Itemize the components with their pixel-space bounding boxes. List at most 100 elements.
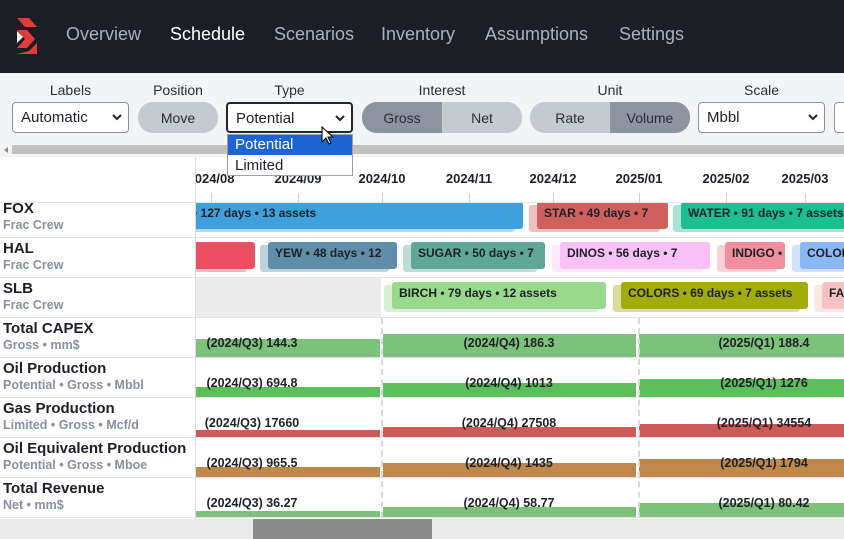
job-bar[interactable]: ERRY • 127 days • 13 assets <box>195 202 523 229</box>
nav-link-active[interactable]: Schedule <box>170 24 246 44</box>
month-label: 2024/11 <box>445 171 493 186</box>
interest-toggle: Gross Net <box>362 102 522 133</box>
quarter-divider <box>381 318 383 518</box>
job-bar[interactable]: STAR • 49 days • 7 <box>537 202 668 229</box>
nav-link[interactable]: Assumptions <box>485 24 589 44</box>
job-bar[interactable]: WATER • 91 days • 7 assets <box>681 202 844 229</box>
crew-role: Frac Crew <box>3 258 64 272</box>
labels-select[interactable]: Automatic <box>12 102 129 133</box>
metric-name: Oil Production <box>3 360 107 377</box>
job-bar[interactable]: INDIGO • <box>725 242 785 269</box>
month-label: 2024/08 <box>195 171 235 186</box>
metric-bar <box>639 379 844 397</box>
value-label: (2024/Q4) 27508 <box>461 416 557 430</box>
select-value: Potential <box>236 110 295 127</box>
metric-bar <box>639 334 844 357</box>
partial-control[interactable] <box>834 102 844 133</box>
metric-name: Total CAPEX <box>3 320 94 337</box>
metric-detail: Potential • Gross • Mbbl <box>3 378 144 392</box>
toggle-option-active[interactable]: Volume <box>610 102 690 133</box>
toggle-option-active[interactable]: Gross <box>362 102 442 133</box>
month-tick <box>726 193 727 203</box>
toolbar: Labels Automatic Position Move Type Pote… <box>0 73 844 143</box>
value-label: (2025/Q1) 34554 <box>716 416 812 430</box>
job-bar[interactable]: BIRCH • 79 days • 12 assets <box>392 282 606 309</box>
value-label: (2025/Q1) 188.4 <box>718 336 810 350</box>
top-nav: Overview Schedule Scenarios Inventory As… <box>0 0 844 73</box>
metric-detail: Net • mm$ <box>3 498 64 512</box>
month-tick <box>553 193 554 203</box>
scale-select[interactable]: Mbbl <box>698 102 825 133</box>
metric-bar <box>196 510 380 517</box>
lane: BIRCH • 79 days • 12 assets COLORS • 69 d… <box>195 278 844 318</box>
nav-link[interactable]: Inventory <box>381 24 456 44</box>
job-bar[interactable]: SUGAR • 50 days • 7 <box>411 242 545 269</box>
row-divider <box>0 517 844 518</box>
move-button[interactable]: Move <box>138 102 218 133</box>
metric-bar <box>383 462 636 477</box>
metric-bar <box>383 334 636 357</box>
metric-detail: Limited • Gross • Mcf/d <box>3 418 139 432</box>
button-text: Move <box>160 110 196 126</box>
toggle-option[interactable]: Net <box>471 110 493 126</box>
job-bar[interactable]: COLORS • 69 days • 7 assets <box>621 282 808 309</box>
month-tick <box>382 193 383 203</box>
metric-name: Total Revenue <box>3 480 105 497</box>
nav-link[interactable]: Scenarios <box>274 24 355 44</box>
control-label: Position <box>153 82 203 98</box>
schedule-grid: ERRY • 127 days • 13 assets STAR • 49 day… <box>0 157 844 519</box>
row-divider <box>0 237 844 238</box>
job-bar[interactable]: YEW • 48 days • 12 <box>268 242 397 269</box>
type-select[interactable]: Potential <box>226 102 353 133</box>
month-tick <box>805 193 806 203</box>
value-label: (2024/Q3) 17660 <box>204 416 300 430</box>
metric-detail: Potential • Gross • Mboe <box>3 458 148 472</box>
scroll-thumb[interactable] <box>253 519 432 539</box>
metric-bar <box>383 382 636 397</box>
toggle-option[interactable]: Rate <box>555 110 585 126</box>
select-value: Automatic <box>21 109 88 126</box>
logo[interactable] <box>15 17 39 55</box>
value-label: (2024/Q4) 186.3 <box>463 336 555 350</box>
metric-bar <box>639 503 844 517</box>
metric-name: Gas Production <box>3 400 115 417</box>
quarter-divider <box>638 318 640 518</box>
row-divider <box>0 277 844 278</box>
value-label: (2024/Q4) 58.77 <box>463 496 555 510</box>
row-divider <box>0 357 844 358</box>
row-divider <box>0 437 844 438</box>
bottom-scrollbar <box>0 519 844 539</box>
month-tick <box>469 193 470 203</box>
metric-bar <box>383 506 636 517</box>
dropdown-option-selected[interactable]: Potential <box>228 135 352 155</box>
metric-bar <box>383 426 636 437</box>
crew-name: SLB <box>3 280 33 297</box>
value-label: (2025/Q1) 1276 <box>720 376 808 390</box>
timeline-header: 2024/082024/092024/102024/112024/122025/… <box>0 157 844 203</box>
crew-name: FOX <box>3 200 34 217</box>
lane: YEW • 48 days • 12 SUGAR • 50 days • 7 DIN… <box>195 238 844 278</box>
metric-bar <box>639 459 844 477</box>
month-label: 2025/03 <box>781 171 829 186</box>
job-bar[interactable]: FA <box>822 282 844 309</box>
job-bar[interactable]: COLOR <box>800 242 844 269</box>
nav-link[interactable]: Overview <box>66 24 142 44</box>
type-dropdown: Potential Limited <box>227 134 353 176</box>
value-label: (2024/Q4) 1013 <box>465 376 553 390</box>
scroll-thumb[interactable] <box>12 145 844 154</box>
value-label: (2024/Q3) 965.5 <box>206 456 298 470</box>
scroll-arrow[interactable] <box>2 146 10 154</box>
control-label: Interest <box>418 82 466 98</box>
metric-bar <box>196 387 380 397</box>
control-label: Type <box>274 82 305 98</box>
row-divider <box>0 477 844 478</box>
dropdown-option[interactable]: Limited <box>235 157 284 174</box>
control-label: Scale <box>743 82 780 98</box>
metric-bar <box>196 430 380 437</box>
job-bar[interactable] <box>195 242 255 269</box>
nav-link[interactable]: Settings <box>619 24 685 44</box>
value-label: (2024/Q4) 1435 <box>465 456 553 470</box>
value-label: (2025/Q1) 80.42 <box>718 496 810 510</box>
value-label: (2024/Q3) 694.8 <box>206 376 298 390</box>
job-bar[interactable]: DINOS • 56 days • 7 <box>560 242 710 269</box>
